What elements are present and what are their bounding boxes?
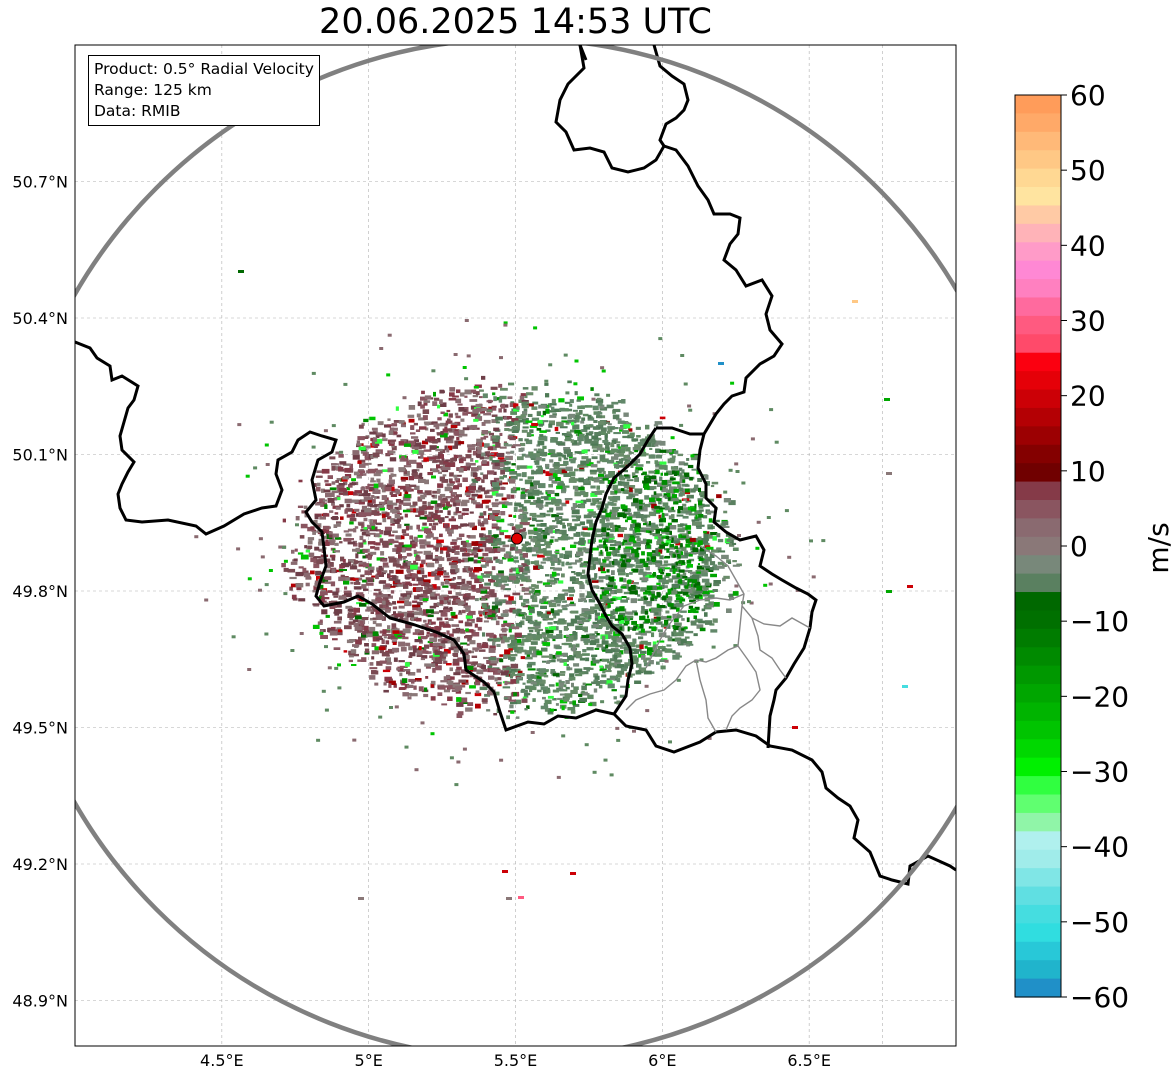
colorbar-segment [1015,131,1061,151]
colorbar-segment [1015,260,1061,280]
colorbar-tick-label: 10 [1070,455,1106,488]
x-tick-label: 6°E [648,1051,676,1070]
colorbar-segment [1015,407,1061,427]
colorbar-segment [1015,702,1061,722]
colorbar-segment [1015,444,1061,464]
radar-echoes [194,270,913,900]
colorbar: 60 50 40 30 20 10 0 −10 −20 −30 −40 −50 −60 m/s [1014,79,1171,1014]
colorbar-segment [1015,113,1061,133]
colorbar-segment [1015,463,1061,483]
y-tick-label: 49.5°N [12,719,68,738]
colorbar-segment [1015,628,1061,648]
colorbar-segment [1015,371,1061,391]
colorbar-segment [1015,831,1061,851]
luxembourg-border-west [586,426,704,715]
colorbar-segment [1015,776,1061,796]
colorbar-segment [1015,794,1061,814]
colorbar-segment [1015,720,1061,740]
colorbar-segment [1015,610,1061,630]
info-source: Data: RMIB [94,102,181,120]
colorbar-segment [1015,812,1061,832]
colorbar-segment [1015,904,1061,924]
x-tick-label: 6.5°E [787,1051,831,1070]
colorbar-tick-label: −20 [1070,680,1129,713]
colorbar-segment [1015,426,1061,446]
colorbar-segment [1015,95,1061,115]
colorbar-segment [1015,242,1061,262]
colorbar-segment [1015,168,1061,188]
y-tick-label: 50.7°N [12,173,68,192]
colorbar-segment [1015,978,1061,998]
colorbar-tick-label: −10 [1070,605,1129,638]
colorbar-tick-label: 30 [1070,305,1106,338]
region-borders [625,545,811,733]
colorbar-segment [1015,279,1061,299]
colorbar-segment [1015,886,1061,906]
info-box: Product: 0.5° Radial Velocity Range: 125… [88,55,320,126]
colorbar-segment [1015,518,1061,538]
colorbar-segment [1015,389,1061,409]
colorbar-segment [1015,647,1061,667]
y-axis-ticks: 50.7°N 50.4°N 50.1°N 49.8°N 49.5°N 49.2°N 48.9… [12,173,68,1011]
y-tick-label: 50.1°N [12,446,68,465]
colorbar-segment [1015,868,1061,888]
x-tick-label: 5.5°E [494,1051,538,1070]
x-axis-ticks: 4.5°E 5°E 5.5°E 6°E 6.5°E [200,1051,831,1070]
colorbar-segment [1015,592,1061,612]
colorbar-segment [1015,849,1061,869]
colorbar-segment [1015,481,1061,501]
colorbar-tick-label: 0 [1070,530,1088,563]
x-tick-label: 4.5°E [200,1051,244,1070]
colorbar-segment [1015,555,1061,575]
colorbar-segments [1015,95,1061,998]
y-tick-label: 48.9°N [12,992,68,1011]
y-tick-label: 49.8°N [12,582,68,601]
colorbar-ticks: 60 50 40 30 20 10 0 −10 −20 −30 −40 −50 −60 [1061,79,1129,1014]
info-product: Product: 0.5° Radial Velocity [94,60,314,78]
country-borders [75,45,956,886]
colorbar-tick-label: 60 [1070,79,1106,112]
regional-boundary-lines [625,545,811,733]
colorbar-segment [1015,297,1061,317]
colorbar-segment [1015,941,1061,961]
colorbar-segment [1015,739,1061,759]
colorbar-tick-label: −30 [1070,756,1129,789]
belgium-luxembourg-border [75,340,956,886]
info-range: Range: 125 km [94,81,212,99]
colorbar-segment [1015,187,1061,207]
colorbar-tick-label: 40 [1070,229,1106,262]
luxembourg-nw-border [578,45,690,147]
colorbar-segment [1015,205,1061,225]
colorbar-segment [1015,665,1061,685]
colorbar-label: m/s [1142,522,1171,573]
colorbar-segment [1015,499,1061,519]
y-tick-label: 50.4°N [12,309,68,328]
colorbar-tick-label: 20 [1070,380,1106,413]
colorbar-segment [1015,536,1061,556]
gridlines [75,45,956,1046]
colorbar-segment [1015,684,1061,704]
colorbar-segment [1015,757,1061,777]
colorbar-tick-label: −40 [1070,831,1129,864]
colorbar-segment [1015,352,1061,372]
luxembourg-germany-border [554,45,818,749]
colorbar-segment [1015,150,1061,170]
colorbar-tick-label: 50 [1070,154,1106,187]
x-tick-label: 5°E [355,1051,383,1070]
colorbar-segment [1015,573,1061,593]
colorbar-tick-label: −60 [1070,981,1129,1014]
radar-site-marker [510,532,523,545]
colorbar-segment [1015,315,1061,335]
colorbar-segment [1015,334,1061,354]
y-tick-label: 49.2°N [12,855,68,874]
map-frame [74,44,957,1047]
map-title: 20.06.2025 14:53 UTC [319,2,712,42]
colorbar-segment [1015,960,1061,980]
colorbar-segment [1015,223,1061,243]
colorbar-tick-label: −50 [1070,906,1129,939]
colorbar-segment [1015,923,1061,943]
